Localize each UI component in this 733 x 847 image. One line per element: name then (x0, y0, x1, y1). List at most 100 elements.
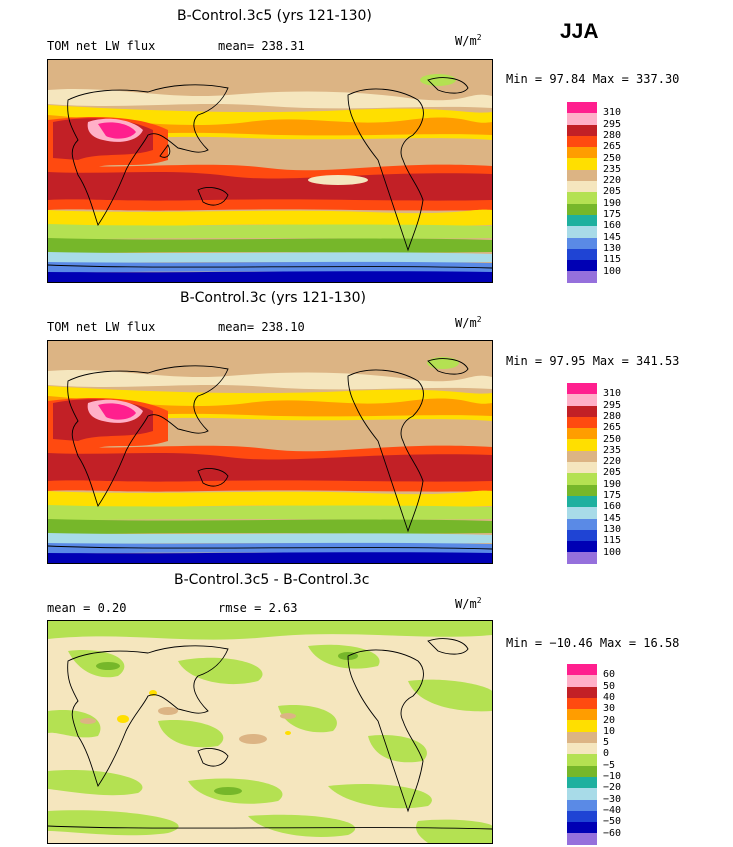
colorbar-swatch (567, 799, 597, 811)
panel1-mean: mean= 238.31 (218, 39, 305, 53)
panel3-title: B-Control.3c5 - B-Control.3c (174, 572, 370, 588)
colorbar-label: 145 (603, 512, 622, 524)
colorbar-label: 295 (603, 399, 622, 411)
colorbar-label: 130 (603, 523, 622, 535)
colorbar-label: 40 (603, 691, 616, 703)
colorbar-swatch (567, 697, 597, 710)
panel1-variable-label: TOM net LW flux (47, 39, 156, 53)
colorbar-label: −20 (603, 782, 622, 794)
colorbar-label: 190 (603, 478, 622, 490)
panel1-title: B-Control.3c5 (yrs 121-130) (177, 8, 372, 24)
colorbar-swatch (567, 192, 597, 204)
colorbar-label: 265 (603, 422, 622, 434)
colorbar-swatch (567, 113, 597, 125)
colorbar-label: 5 (603, 737, 610, 749)
colorbar-swatch (567, 833, 597, 845)
colorbar-label: 60 (603, 669, 616, 681)
colorbar-swatch (567, 383, 597, 395)
colorbar-swatch (567, 709, 597, 721)
season-label: JJA (560, 20, 599, 43)
colorbar-swatch (567, 765, 597, 777)
colorbar-swatch (567, 518, 597, 530)
colorbar-label: 145 (603, 231, 622, 243)
colorbar-label: 50 (603, 680, 616, 692)
colorbar-label: −40 (603, 804, 622, 816)
panel3-mean: mean = 0.20 (47, 601, 127, 615)
colorbar-label: 100 (603, 265, 622, 277)
colorbar-swatch (567, 541, 597, 553)
colorbar-label: 220 (603, 456, 622, 468)
colorbar-label: 295 (603, 118, 622, 130)
colorbar-swatch (567, 776, 597, 789)
colorbar-swatch (567, 462, 597, 474)
colorbar-label: 0 (603, 748, 610, 760)
colorbar-label: 175 (603, 490, 622, 501)
panel2-minmax: Min = 97.95 Max = 341.53 (506, 354, 680, 368)
colorbar-swatch (567, 473, 597, 485)
colorbar-swatch (567, 226, 597, 238)
colorbar-swatch (567, 743, 597, 755)
panel3-rmse: rmse = 2.63 (218, 601, 298, 615)
panel2-mean: mean= 238.10 (218, 320, 305, 334)
colorbar-label: 10 (603, 725, 616, 737)
colorbar-swatch (567, 439, 597, 451)
colorbar-swatch (567, 529, 597, 542)
colorbar-label: 190 (603, 197, 622, 209)
panel2-map (47, 340, 493, 564)
panel2-title: B-Control.3c (yrs 121-130) (180, 290, 366, 306)
colorbar-swatch (567, 169, 597, 182)
colorbar-swatch (567, 507, 597, 519)
colorbar-label: 280 (603, 129, 622, 141)
colorbar-swatch (567, 181, 597, 193)
colorbar-label: 115 (603, 535, 622, 547)
colorbar-swatch (567, 822, 597, 834)
colorbar-label: 160 (603, 501, 622, 513)
colorbar-swatch (567, 214, 597, 227)
colorbar-label: 250 (603, 152, 622, 164)
panel2-variable-label: TOM net LW flux (47, 320, 156, 334)
colorbar-label: 235 (603, 444, 622, 456)
panel1-minmax: Min = 97.84 Max = 337.30 (506, 72, 680, 86)
colorbar-swatch (567, 664, 597, 676)
colorbar-swatch (567, 405, 597, 417)
panel1-colorbar: 310 295 280 265 250 235 220 205 190 175 160 145 130 1… (567, 102, 621, 283)
colorbar-label: 220 (603, 175, 622, 187)
colorbar-label: 265 (603, 141, 622, 153)
colorbar-label: 310 (603, 107, 622, 119)
colorbar-swatch (567, 810, 597, 823)
colorbar-swatch (567, 675, 597, 687)
colorbar-swatch (567, 158, 597, 170)
colorbar-swatch (567, 237, 597, 249)
colorbar-label: 205 (603, 186, 622, 198)
colorbar-label: 310 (603, 388, 622, 400)
colorbar-swatch (567, 720, 597, 732)
colorbar-label: 20 (603, 714, 616, 726)
colorbar-label: −5 (603, 759, 616, 771)
colorbar-label: 100 (603, 546, 622, 558)
colorbar-label: 250 (603, 433, 622, 445)
panel2-units: W/m2 (455, 315, 482, 330)
colorbar-swatch (567, 260, 597, 272)
colorbar-label: −30 (603, 793, 622, 805)
panel3-units: W/m2 (455, 596, 482, 611)
colorbar-swatch (567, 248, 597, 261)
colorbar-label: 205 (603, 467, 622, 479)
colorbar-label: 175 (603, 209, 622, 220)
colorbar-swatch (567, 147, 597, 159)
colorbar-label: 235 (603, 163, 622, 175)
colorbar-swatch (567, 450, 597, 463)
colorbar-swatch (567, 416, 597, 429)
colorbar-label: −10 (603, 771, 622, 782)
colorbar-swatch (567, 135, 597, 148)
colorbar-label: 115 (603, 254, 622, 266)
colorbar-swatch (567, 731, 597, 744)
colorbar-swatch (567, 552, 597, 564)
colorbar-swatch (567, 495, 597, 508)
colorbar-swatch (567, 428, 597, 440)
panel3-map (47, 620, 493, 844)
colorbar-label: 30 (603, 703, 616, 715)
colorbar-swatch (567, 102, 597, 114)
colorbar-swatch (567, 124, 597, 136)
panel3-colorbar: 60 50 40 30 20 10 5 0 −5 −10 −20 −30 −40 −50 −60 (567, 664, 621, 845)
colorbar-label: 280 (603, 410, 622, 422)
